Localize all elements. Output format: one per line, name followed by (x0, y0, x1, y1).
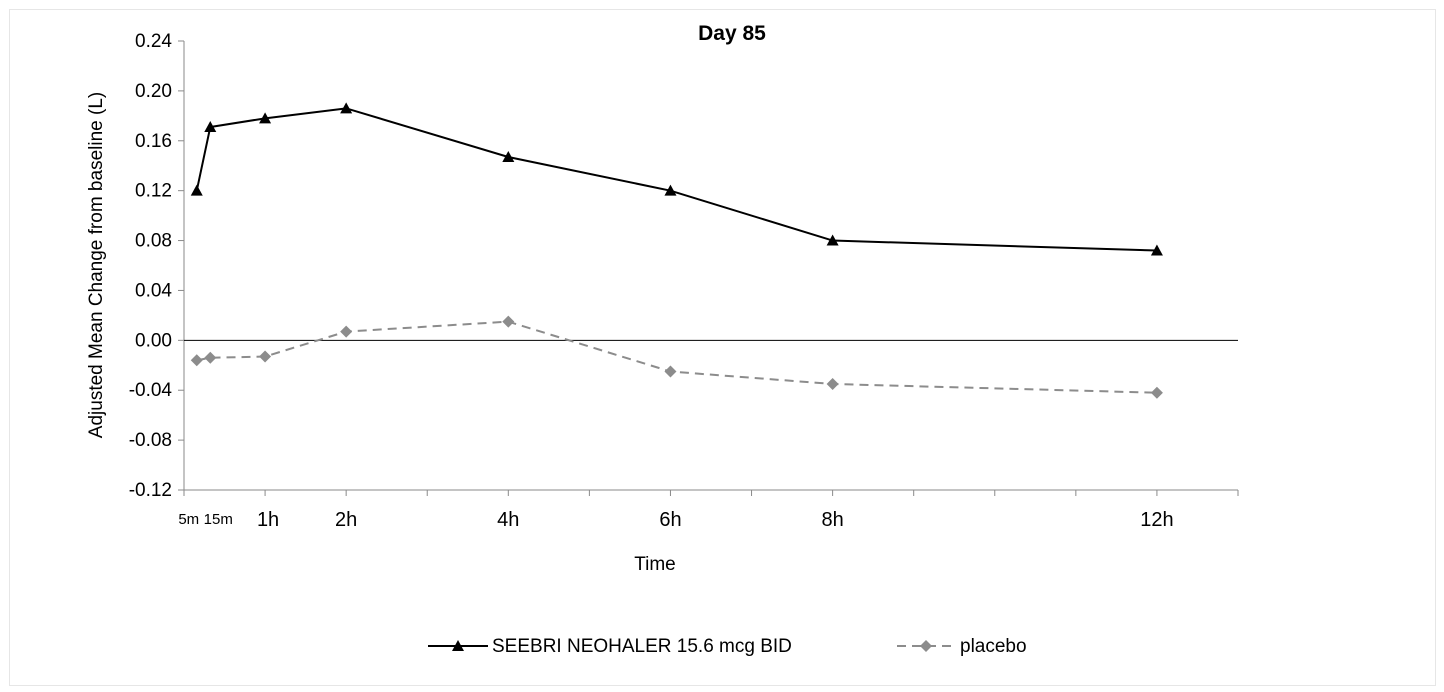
y-tick-label: 0.00 (135, 330, 172, 351)
triangle-marker (1150, 244, 1163, 256)
triangle-marker (190, 184, 203, 196)
series-line (196, 320, 1157, 394)
legend-item-placebo: placebo (897, 636, 1027, 657)
triangle-marker (664, 184, 677, 196)
y-tick-label: 0.04 (135, 280, 172, 301)
y-tick-label: 0.20 (135, 81, 172, 102)
x-tick-label: 4h (497, 509, 519, 531)
triangle-marker (502, 150, 515, 162)
y-axis-label: Adjusted Mean Change from baseline (L) (86, 92, 107, 438)
x-tick-label: 8h (821, 509, 843, 531)
y-tick-label: 0.12 (135, 181, 172, 202)
y-tick-label: 0.16 (135, 131, 172, 152)
x-axis: 5m 15m 1h 2h 4h 6h 8h 12h (178, 339, 1239, 531)
diamond-marker (664, 365, 677, 378)
diamond-marker (1150, 386, 1163, 399)
y-tick-label: -0.12 (129, 480, 172, 501)
chart-title: Day 85 (698, 22, 766, 45)
y-axis: 0.24 0.20 0.16 0.12 0.08 0.04 0.00 -0.04 -0.08 -0… (129, 31, 185, 501)
y-tick-label: 0.24 (135, 31, 172, 52)
legend-diamond-marker (920, 640, 932, 652)
x-tick-label: 5m (178, 511, 199, 528)
diamond-marker (204, 351, 217, 364)
triangle-marker (259, 112, 272, 124)
x-tick-label: 12h (1140, 509, 1173, 531)
triangle-marker (204, 121, 217, 133)
diamond-marker (502, 315, 515, 328)
diamond-marker (340, 325, 353, 338)
series-line (195, 107, 1157, 252)
x-tick-label: 6h (659, 509, 681, 531)
x-tick-label: 15m (204, 511, 233, 528)
series-layer (190, 102, 1163, 399)
diamond-marker (826, 377, 839, 390)
triangle-marker (340, 102, 353, 114)
series-placebo (190, 315, 1163, 399)
x-tick-label: 2h (335, 509, 357, 531)
chart-frame (9, 9, 1436, 686)
y-tick-label: -0.08 (129, 430, 172, 451)
y-tick-label: -0.04 (129, 380, 173, 401)
y-tick-label: 0.08 (135, 231, 172, 252)
diamond-marker (259, 350, 272, 363)
triangle-marker (826, 234, 839, 246)
legend-label-seebri: SEEBRI NEOHALER 15.6 mcg BID (492, 636, 792, 657)
legend-item-seebri: SEEBRI NEOHALER 15.6 mcg BID (428, 636, 792, 657)
x-axis-label: Time (634, 554, 676, 575)
diamond-marker (190, 354, 203, 367)
legend-triangle-marker (452, 640, 464, 651)
legend: SEEBRI NEOHALER 15.6 mcg BID placebo (428, 636, 1027, 657)
series-seebri (190, 102, 1163, 256)
legend-label-placebo: placebo (960, 636, 1027, 657)
x-tick-label: 1h (257, 509, 279, 531)
